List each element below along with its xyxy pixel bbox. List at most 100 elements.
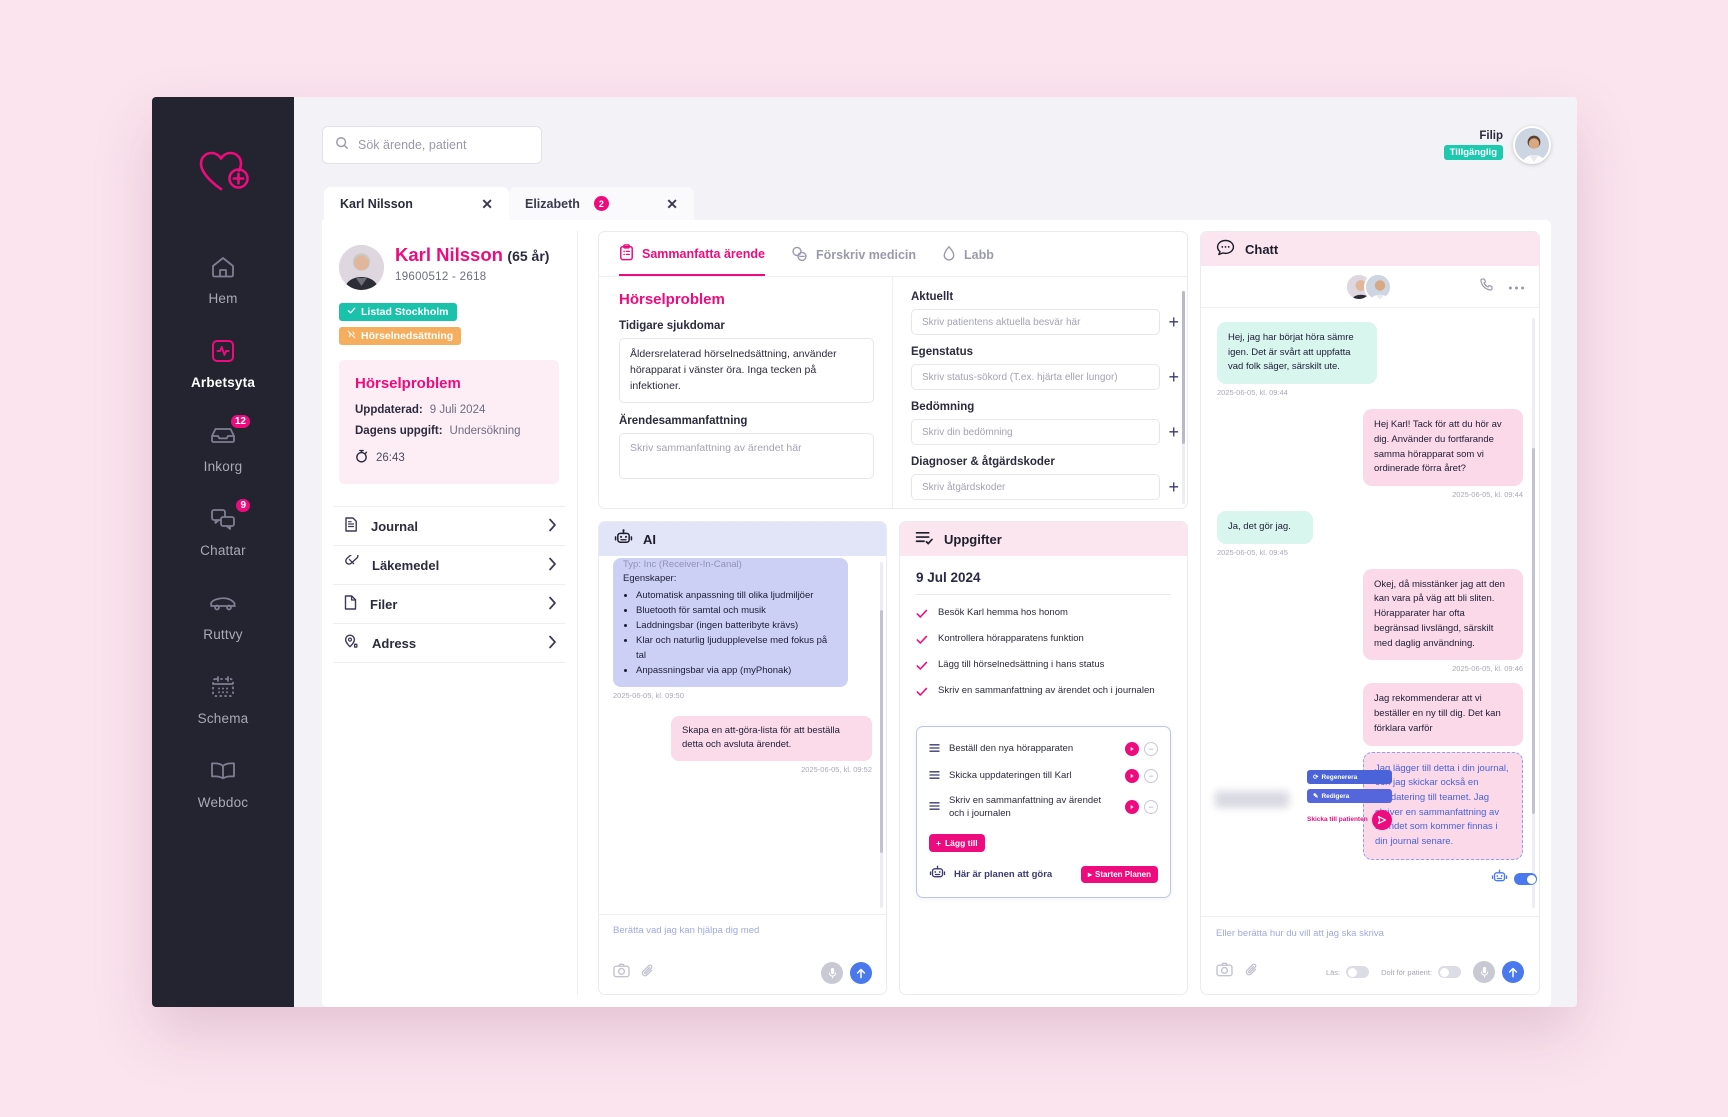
tab-sammanfatta-arende[interactable]: Sammanfatta ärende	[619, 244, 765, 276]
avatar[interactable]	[1513, 126, 1551, 164]
task-row[interactable]: Besök Karl hemma hos honom	[916, 606, 1171, 624]
ai-draft-message[interactable]: Jag lägger till detta i din journal, och…	[1363, 751, 1523, 860]
play-icon[interactable]	[1125, 769, 1139, 783]
sidebar-item-webdoc[interactable]: Webdoc	[152, 754, 294, 810]
field-input-egenstatus[interactable]: Skriv status-sökord (T.ex. hjärta eller …	[911, 364, 1161, 390]
field-input-diagnoser[interactable]: Skriv åtgärdskoder	[911, 474, 1161, 500]
plan-row[interactable]: Skriv en sammanfattning av ärendet och i…	[929, 794, 1158, 821]
tab-forskriv-medicin[interactable]: Förskriv medicin	[791, 244, 916, 276]
plan-footer: Här är planen att göra ▸ Starten Planen	[929, 865, 1158, 885]
plus-icon[interactable]: +	[1168, 367, 1179, 387]
avatar[interactable]	[1364, 272, 1392, 301]
pt-link-journal[interactable]: Journal	[333, 507, 565, 546]
send-icon[interactable]	[1502, 961, 1524, 983]
tab-karl-nilsson[interactable]: Karl Nilsson ✕	[324, 187, 509, 220]
form-tabs: Sammanfatta ärende	[599, 232, 1187, 276]
list-item: Laddningsbar (ingen batteribyte krävs)	[636, 619, 838, 633]
patient-avatar	[339, 245, 384, 290]
add-task-button[interactable]: + Lägg till	[929, 833, 985, 852]
drag-handle-icon[interactable]	[929, 798, 940, 816]
send-draft-button[interactable]	[1371, 810, 1392, 830]
chat-composer: Eller berätta hur du vill att jag ska sk…	[1201, 916, 1539, 994]
tasks-date: 9 Jul 2024	[916, 570, 981, 585]
drag-handle-icon[interactable]	[929, 740, 940, 758]
field-row-diagnoser: Skriv åtgärdskoder +	[911, 474, 1179, 500]
sidebar-item-label: Webdoc	[197, 795, 249, 810]
remove-icon[interactable]: −	[1144, 800, 1158, 815]
remove-icon[interactable]: −	[1144, 742, 1158, 756]
field-value-tidigare-sjukdomar[interactable]: Åldersrelaterad hörselnedsättning, använ…	[619, 338, 874, 404]
field-input-arendesammanfattning[interactable]: Skriv sammanfattning av ärendet här	[619, 433, 874, 480]
robot-icon	[929, 865, 946, 885]
edit-button[interactable]: ✎ Redigera	[1307, 789, 1392, 803]
chip-label: Listad Stockholm	[361, 306, 449, 318]
regenerate-label: Regenerera	[1321, 773, 1358, 781]
sidebar-item-hem[interactable]: Hem	[152, 250, 294, 306]
camera-icon[interactable]	[1216, 962, 1233, 982]
form-tab-label: Förskriv medicin	[815, 248, 917, 262]
sidebar-item-ruttvy[interactable]: Ruttvy	[152, 586, 294, 642]
sidebar-item-schema[interactable]: Schema	[152, 670, 294, 726]
plan-label: Skicka uppdateringen till Karl	[949, 770, 1072, 782]
message-time: 2025-06-05, kl. 09:46	[1452, 664, 1523, 674]
camera-icon[interactable]	[613, 963, 630, 983]
read-toggle[interactable]	[1346, 966, 1370, 978]
play-icon[interactable]	[1125, 742, 1139, 756]
tab-elizabeth[interactable]: Elizabeth 2 ✕	[509, 187, 694, 220]
close-icon[interactable]: ✕	[481, 195, 493, 212]
board: Karl Nilsson (65 år) 19600512 - 2618 Lis…	[322, 220, 1551, 1007]
case-card[interactable]: Hörselproblem Uppdaterad: 9 Juli 2024 Da…	[339, 360, 559, 484]
field-label-aktuellt: Aktuellt	[911, 291, 954, 303]
plan-footer-label: Här är planen att göra	[954, 869, 1053, 881]
ai-composer-input[interactable]: Berätta vad jag kan hjälpa dig med	[613, 925, 760, 936]
sidebar-item-chattar[interactable]: 9 Chattar	[152, 497, 294, 558]
ai-panel: AI Typ: Inc (Receiver-In-Canal) Egenskap…	[598, 521, 887, 995]
plan-box: Beställ den nya hörapparaten −	[916, 726, 1171, 898]
sidebar-item-inkorg[interactable]: 12 Inkorg	[152, 413, 294, 474]
sidebar-item-arbetsyta[interactable]: Arbetsyta	[152, 334, 294, 390]
sidebar-item-label: Inkorg	[203, 459, 243, 474]
hidden-toggle[interactable]	[1438, 966, 1461, 978]
phone-icon[interactable]	[1479, 277, 1494, 297]
plan-row[interactable]: Beställ den nya hörapparaten −	[929, 740, 1158, 758]
search-input[interactable]	[358, 138, 529, 152]
paperclip-icon[interactable]	[641, 963, 655, 984]
chat-messages: Hej, jag har börjat höra sämre igen. Det…	[1201, 308, 1539, 916]
play-icon[interactable]	[1125, 800, 1139, 815]
close-icon[interactable]: ✕	[666, 195, 678, 212]
plan-controls: −	[1125, 769, 1158, 783]
more-icon[interactable]	[1508, 278, 1525, 296]
remove-icon[interactable]: −	[1144, 769, 1158, 783]
microphone-icon[interactable]	[1473, 961, 1495, 983]
start-plan-button[interactable]: ▸ Starten Planen	[1080, 866, 1158, 884]
tab-count-badge: 2	[593, 196, 609, 211]
form-scrollbar[interactable]	[1182, 291, 1185, 504]
paperclip-icon[interactable]	[1245, 962, 1259, 983]
user-area[interactable]: Filip Tillgänglig	[1443, 126, 1551, 164]
drag-handle-icon[interactable]	[929, 767, 940, 785]
chat-composer-input[interactable]: Eller berätta hur du vill att jag ska sk…	[1216, 928, 1384, 939]
field-input-aktuellt[interactable]: Skriv patientens aktuella besvär här	[911, 309, 1161, 335]
pt-link-lakemedel[interactable]: Läkemedel	[333, 546, 565, 585]
pt-link-adress[interactable]: Adress	[333, 624, 565, 663]
status-badge: Tillgänglig	[1443, 145, 1503, 160]
field-input-bedomning[interactable]: Skriv din bedömning	[911, 419, 1161, 445]
tab-labb[interactable]: Labb	[942, 244, 994, 276]
search-box[interactable]	[322, 126, 542, 164]
plus-icon[interactable]: +	[1168, 477, 1179, 497]
task-row[interactable]: Lägg till hörselnedsättning i hans statu…	[916, 658, 1171, 676]
plus-icon[interactable]: +	[1168, 422, 1179, 442]
ai-assist-toggle[interactable]	[1514, 873, 1537, 885]
plan-row[interactable]: Skicka uppdateringen till Karl −	[929, 767, 1158, 785]
task-row[interactable]: Kontrollera hörapparatens funktion	[916, 632, 1171, 650]
plus-icon[interactable]: +	[1168, 312, 1179, 332]
regenerate-button[interactable]: ⟳ Regenerera	[1307, 770, 1392, 784]
send-icon[interactable]	[850, 962, 872, 984]
chat-scrollbar[interactable]	[1532, 318, 1535, 908]
task-row[interactable]: Skriv en sammanfattning av ärendet och i…	[916, 684, 1171, 702]
ai-scrollbar[interactable]	[880, 562, 883, 908]
microphone-icon[interactable]	[821, 962, 843, 984]
activity-icon	[209, 334, 237, 368]
middle-bottom-row: AI Typ: Inc (Receiver-In-Canal) Egenskap…	[598, 521, 1188, 995]
pt-link-filer[interactable]: Filer	[333, 585, 565, 624]
